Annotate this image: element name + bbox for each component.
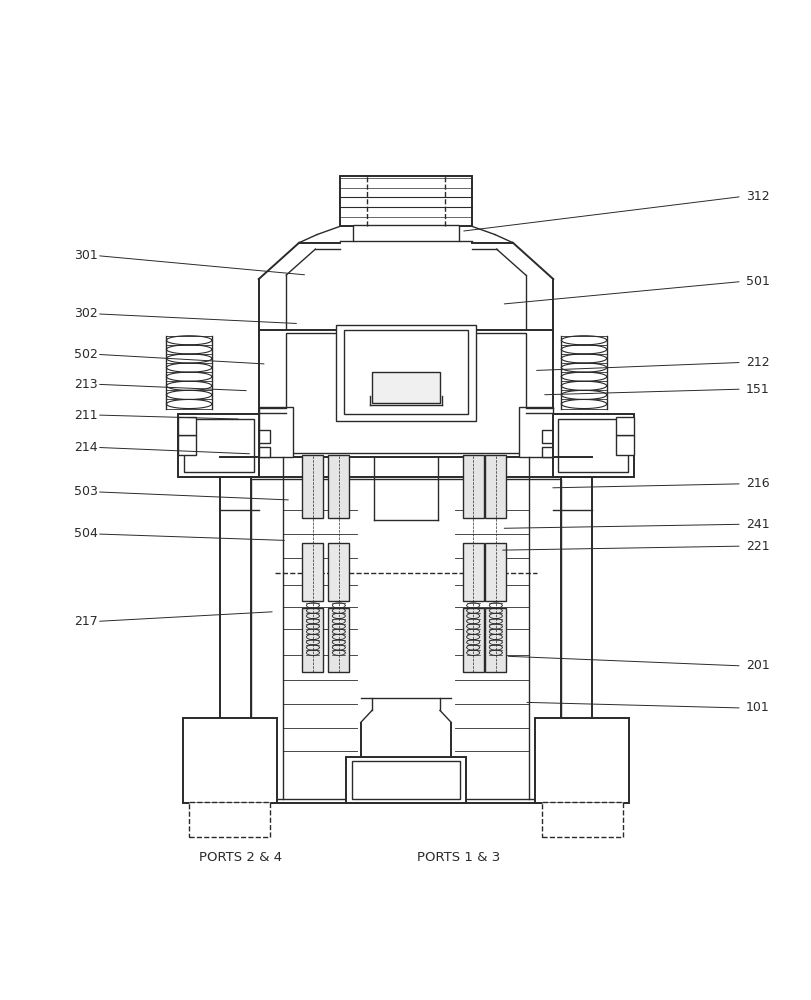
- Bar: [178, 414, 259, 477]
- Circle shape: [331, 523, 345, 538]
- Bar: [259, 447, 270, 457]
- Text: PORTS 1 & 3: PORTS 1 & 3: [417, 851, 500, 864]
- Text: 241: 241: [745, 518, 769, 531]
- Circle shape: [305, 523, 320, 538]
- Circle shape: [466, 668, 480, 683]
- Bar: [557, 419, 627, 472]
- Bar: [552, 414, 633, 477]
- Bar: [328, 608, 349, 672]
- Bar: [345, 757, 466, 803]
- Bar: [534, 718, 629, 803]
- Circle shape: [470, 528, 475, 534]
- Text: PORTS 2 & 4: PORTS 2 & 4: [199, 851, 281, 864]
- Text: 213: 213: [75, 378, 98, 391]
- Bar: [259, 407, 292, 457]
- Text: 217: 217: [75, 615, 98, 628]
- Bar: [485, 455, 506, 518]
- Bar: [541, 802, 622, 837]
- Bar: [302, 608, 323, 672]
- Text: 201: 201: [745, 659, 769, 672]
- Text: 212: 212: [745, 356, 769, 369]
- Bar: [351, 761, 460, 799]
- Bar: [541, 430, 552, 443]
- Circle shape: [310, 673, 315, 678]
- Bar: [541, 447, 552, 457]
- Text: 211: 211: [75, 409, 98, 422]
- Circle shape: [470, 673, 475, 678]
- Text: 216: 216: [745, 477, 769, 490]
- Bar: [371, 372, 440, 403]
- Bar: [259, 430, 270, 443]
- Text: 301: 301: [75, 249, 98, 262]
- Bar: [462, 543, 483, 601]
- Bar: [328, 543, 349, 601]
- Text: 214: 214: [75, 441, 98, 454]
- Text: 501: 501: [745, 275, 769, 288]
- Text: 502: 502: [75, 348, 98, 361]
- Bar: [286, 333, 525, 453]
- Bar: [302, 455, 323, 518]
- Bar: [178, 435, 195, 455]
- Bar: [335, 325, 476, 421]
- Circle shape: [466, 523, 480, 538]
- Circle shape: [331, 668, 345, 683]
- Text: 101: 101: [745, 701, 769, 714]
- Circle shape: [305, 668, 320, 683]
- Text: 504: 504: [75, 527, 98, 540]
- Bar: [616, 417, 633, 435]
- Circle shape: [488, 523, 503, 538]
- Circle shape: [488, 668, 503, 683]
- Text: 503: 503: [75, 485, 98, 498]
- Bar: [302, 543, 323, 601]
- Bar: [339, 176, 472, 226]
- Bar: [462, 608, 483, 672]
- Bar: [519, 407, 552, 457]
- Bar: [189, 802, 270, 837]
- Bar: [251, 479, 560, 799]
- Circle shape: [336, 528, 341, 534]
- Circle shape: [336, 673, 341, 678]
- Bar: [184, 419, 254, 472]
- Bar: [352, 225, 459, 241]
- Circle shape: [492, 528, 498, 534]
- Text: 312: 312: [745, 190, 769, 203]
- Bar: [182, 718, 277, 803]
- Bar: [485, 543, 506, 601]
- Text: 302: 302: [75, 307, 98, 320]
- Bar: [259, 330, 552, 457]
- Bar: [328, 455, 349, 518]
- Bar: [343, 330, 468, 414]
- Circle shape: [310, 528, 315, 534]
- Text: 221: 221: [745, 540, 769, 553]
- Bar: [220, 477, 591, 803]
- Text: 151: 151: [745, 383, 769, 396]
- Polygon shape: [383, 405, 428, 429]
- Bar: [462, 455, 483, 518]
- Bar: [616, 435, 633, 455]
- Circle shape: [492, 673, 498, 678]
- Bar: [178, 417, 195, 435]
- Bar: [485, 608, 506, 672]
